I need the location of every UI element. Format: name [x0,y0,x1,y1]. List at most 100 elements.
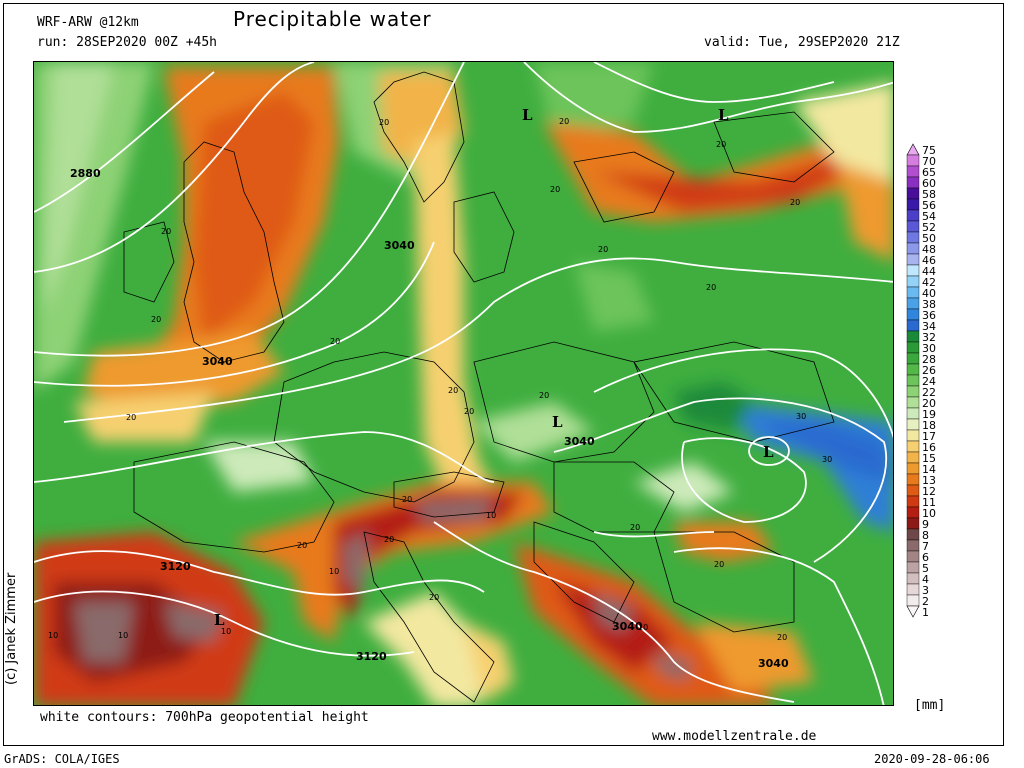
value-label: 20 [297,541,307,550]
scale-label: 75 [922,144,936,157]
country-borders [123,71,835,703]
scale-label: 16 [922,441,936,454]
scale-swatch [906,495,920,508]
scale-label: 56 [922,199,936,212]
scale-swatch [906,286,920,299]
contour-label: 3040 [384,239,415,252]
value-label: 20 [330,337,340,346]
scale-swatch [906,297,920,310]
scale-label: 9 [922,518,929,531]
value-label: 20 [559,117,569,126]
value-label: 30 [822,455,832,464]
scale-label: 34 [922,320,936,333]
value-label: 20 [151,315,161,324]
scale-label: 6 [922,551,929,564]
value-label: 20 [539,391,549,400]
scale-label: 7 [922,540,929,553]
scale-swatch [906,484,920,497]
contour-label: 2880 [70,167,101,180]
scale-label: 22 [922,386,936,399]
low-marker: L [552,413,563,431]
scale-label: 11 [922,496,936,509]
contours-note: white contours: 700hPa geopotential heig… [40,710,369,725]
value-label: 10 [118,631,128,640]
scale-label: 36 [922,309,936,322]
scale-swatch [906,396,920,409]
chart-title: Precipitable water [233,7,432,31]
scale-swatch [906,330,920,343]
scale-label: 8 [922,529,929,542]
scale-label: 14 [922,463,936,476]
scale-label: 58 [922,188,936,201]
scale-swatch [906,341,920,354]
scale-swatch [906,352,920,365]
scale-label: 60 [922,177,936,190]
scale-label: 30 [922,342,936,355]
moisture-field [34,62,893,705]
scale-swatch [906,209,920,222]
scale-swatch [906,462,920,475]
scale-swatch [906,143,920,156]
value-label: 20 [714,560,724,569]
scale-swatch [906,594,920,607]
value-label: 20 [126,413,136,422]
scale-swatch [906,451,920,464]
contour-label: 3040 [564,435,595,448]
scale-label: 13 [922,474,936,487]
scale-swatch [906,517,920,530]
value-label: 10 [486,511,496,520]
contour-label: 3040 [758,657,789,670]
scale-swatch [906,550,920,563]
scale-swatch [906,319,920,332]
timestamp-label: 2020-09-28-06:06 [874,752,990,766]
website-label: www.modellzentrale.de [652,729,817,744]
precipitable-water-map: 2880 3040 3040 3040 3040 3040 3120 3120 … [33,61,894,706]
scale-label: 24 [922,375,936,388]
contour-label: 3040 [202,355,233,368]
scale-label: 12 [922,485,936,498]
scale-label: 20 [922,397,936,410]
scale-swatch [906,440,920,453]
scale-swatch [906,429,920,442]
scale-label: 5 [922,562,929,575]
scale-swatch [906,154,920,167]
scale-label: 19 [922,408,936,421]
value-label: 20 [464,407,474,416]
scale-label: 70 [922,155,936,168]
scale-label: 18 [922,419,936,432]
scale-swatch [906,583,920,596]
contour-label: 3040 [612,620,643,633]
value-label: 20 [379,118,389,127]
value-label: 10 [221,627,231,636]
valid-label: valid: Tue, 29SEP2020 21Z [704,35,900,50]
scale-label: 54 [922,210,936,223]
color-scale: 75 70 65 60 58 56 54 52 50 48 46 44 42 40 38 36 34 32 30 28… [905,140,965,630]
scale-label: 10 [922,507,936,520]
scale-label: 52 [922,221,936,234]
scale-label: 42 [922,276,936,289]
scale-label: 40 [922,287,936,300]
scale-swatch [906,605,920,618]
scale-label: 2 [922,595,929,608]
value-label: 20 [402,495,412,504]
value-label: 20 [598,245,608,254]
scale-label: 4 [922,573,929,586]
scale-swatch [906,418,920,431]
scale-swatch [906,198,920,211]
unit-label: [mm] [914,698,946,713]
scale-swatch [906,220,920,233]
scale-swatch [906,561,920,574]
scale-swatch [906,572,920,585]
value-label: 20 [429,593,439,602]
value-label: 20 [630,523,640,532]
figure-frame [3,3,1004,746]
low-marker: L [522,106,533,124]
scale-swatch [906,242,920,255]
scale-swatch [906,528,920,541]
scale-swatch [906,253,920,266]
low-marker: L [763,443,774,461]
software-label: GrADS: COLA/IGES [4,752,120,766]
value-label: 20 [790,198,800,207]
scale-label: 26 [922,364,936,377]
scale-swatch [906,187,920,200]
